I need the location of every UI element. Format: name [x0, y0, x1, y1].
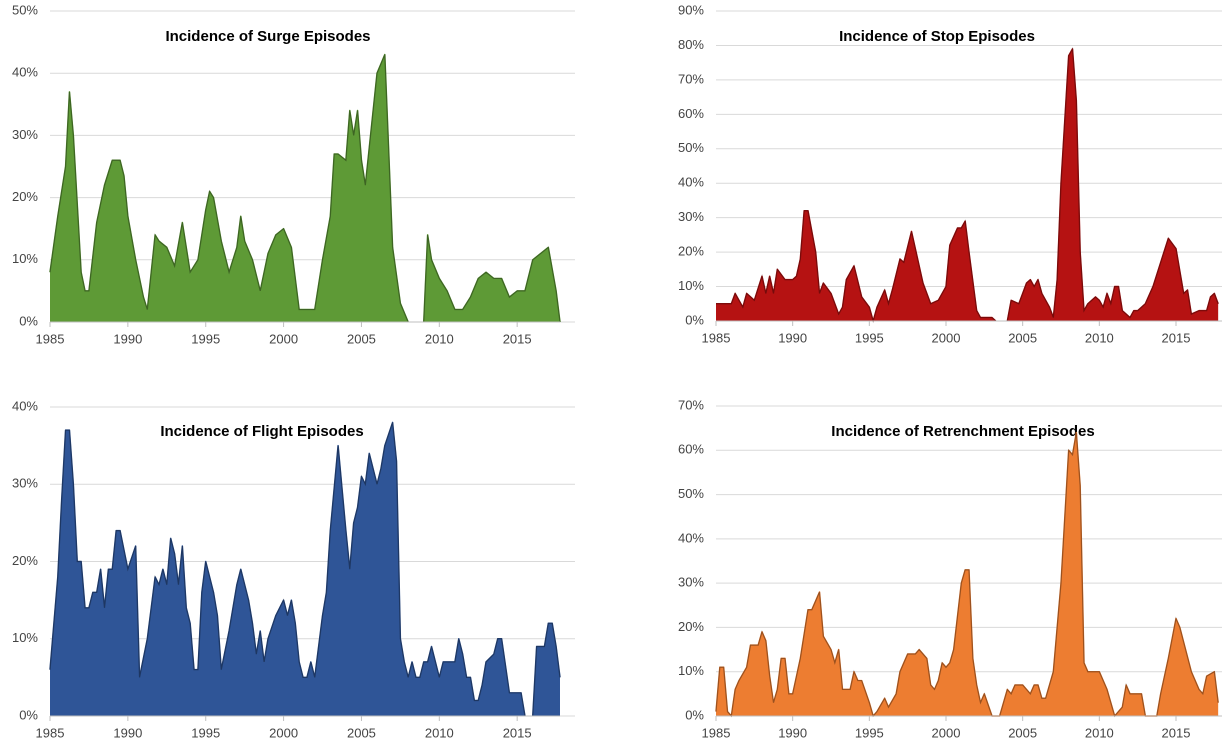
x-tick-label: 1985 — [36, 725, 65, 740]
y-tick-label: 20% — [678, 619, 704, 634]
x-tick-label: 2010 — [425, 331, 454, 346]
y-tick-label: 20% — [678, 244, 704, 259]
y-tick-label: 0% — [685, 312, 704, 327]
y-tick-label: 10% — [678, 278, 704, 293]
x-tick-label: 2005 — [1008, 330, 1037, 345]
area-edge-shade — [715, 432, 1219, 718]
y-tick-label: 20% — [12, 189, 38, 204]
x-tick-label: 2015 — [503, 331, 532, 346]
x-tick-label: 2005 — [1008, 725, 1037, 740]
x-tick-label: 1995 — [855, 330, 884, 345]
area-outline — [715, 431, 1219, 717]
panel: 0% 10% 20% 30% 40% 50% 60% 70% 80% 90% Incidence o… — [678, 2, 1222, 345]
y-tick-label: 80% — [678, 37, 704, 52]
chart-title: Incidence of Flight Episodes — [160, 423, 363, 440]
area-edge-shade — [716, 46, 1219, 324]
x-tick-label: 1985 — [702, 330, 731, 345]
x-tick-label: 1995 — [191, 725, 220, 740]
x-tick-label: 2010 — [1085, 725, 1114, 740]
x-tick-label: 2005 — [347, 725, 376, 740]
y-tick-label: 30% — [12, 476, 38, 491]
y-tick-label: 30% — [678, 575, 704, 590]
y-tick-label: 50% — [678, 486, 704, 501]
area-edge-shade — [49, 54, 561, 323]
y-tick-label: 30% — [678, 209, 704, 224]
area-fill — [50, 54, 560, 322]
y-tick-label: 90% — [678, 2, 704, 17]
x-tick-label: 1990 — [113, 331, 142, 346]
x-tick-label: 1990 — [778, 330, 807, 345]
y-tick-label: 70% — [678, 397, 704, 412]
y-tick-label: 40% — [12, 398, 38, 413]
area-outline — [49, 421, 561, 717]
y-tick-label: 10% — [12, 251, 38, 266]
y-tick-label: 40% — [12, 65, 38, 80]
y-tick-label: 40% — [678, 175, 704, 190]
area-outline — [49, 53, 561, 323]
panel: 0% 10% 20% 30% 40% Incidence of Flight Episod… — [12, 398, 575, 740]
y-tick-label: 70% — [678, 71, 704, 86]
y-tick-label: 30% — [12, 127, 38, 142]
x-tick-label: 2000 — [932, 725, 961, 740]
x-tick-label: 2015 — [1162, 330, 1191, 345]
x-tick-label: 2015 — [1162, 725, 1191, 740]
x-tick-label: 2000 — [269, 331, 298, 346]
y-tick-label: 60% — [678, 442, 704, 457]
x-tick-label: 1995 — [191, 331, 220, 346]
y-tick-label: 0% — [685, 707, 704, 722]
x-tick-label: 2000 — [932, 330, 961, 345]
x-tick-label: 2000 — [269, 725, 298, 740]
x-tick-label: 1995 — [855, 725, 884, 740]
x-tick-label: 1985 — [702, 725, 731, 740]
y-tick-label: 50% — [678, 140, 704, 155]
x-tick-label: 2010 — [425, 725, 454, 740]
y-tick-label: 40% — [678, 530, 704, 545]
area-fill — [716, 432, 1219, 716]
y-tick-label: 0% — [19, 313, 38, 328]
area-edge-shade — [49, 422, 561, 717]
y-tick-label: 60% — [678, 106, 704, 121]
area-fill — [50, 422, 560, 716]
x-tick-label: 2005 — [347, 331, 376, 346]
y-tick-label: 10% — [678, 663, 704, 678]
y-tick-label: 50% — [12, 2, 38, 17]
x-tick-label: 1985 — [36, 331, 65, 346]
y-tick-label: 20% — [12, 553, 38, 568]
panel: 0% 10% 20% 30% 40% 50% 60% 70% Incidence of Retr… — [678, 397, 1222, 740]
chart-title: Incidence of Surge Episodes — [165, 28, 370, 45]
x-tick-label: 1990 — [113, 725, 142, 740]
x-tick-label: 2015 — [503, 725, 532, 740]
chart-title: Incidence of Retrenchment Episodes — [831, 423, 1094, 440]
y-tick-label: 0% — [19, 707, 38, 722]
panel: 0% 10% 20% 30% 40% 50% Incidence of Surge Epis… — [12, 2, 575, 346]
y-tick-label: 10% — [12, 630, 38, 645]
area-outline — [716, 48, 1219, 322]
x-tick-label: 2010 — [1085, 330, 1114, 345]
x-tick-label: 1990 — [778, 725, 807, 740]
chart-title: Incidence of Stop Episodes — [839, 28, 1035, 45]
